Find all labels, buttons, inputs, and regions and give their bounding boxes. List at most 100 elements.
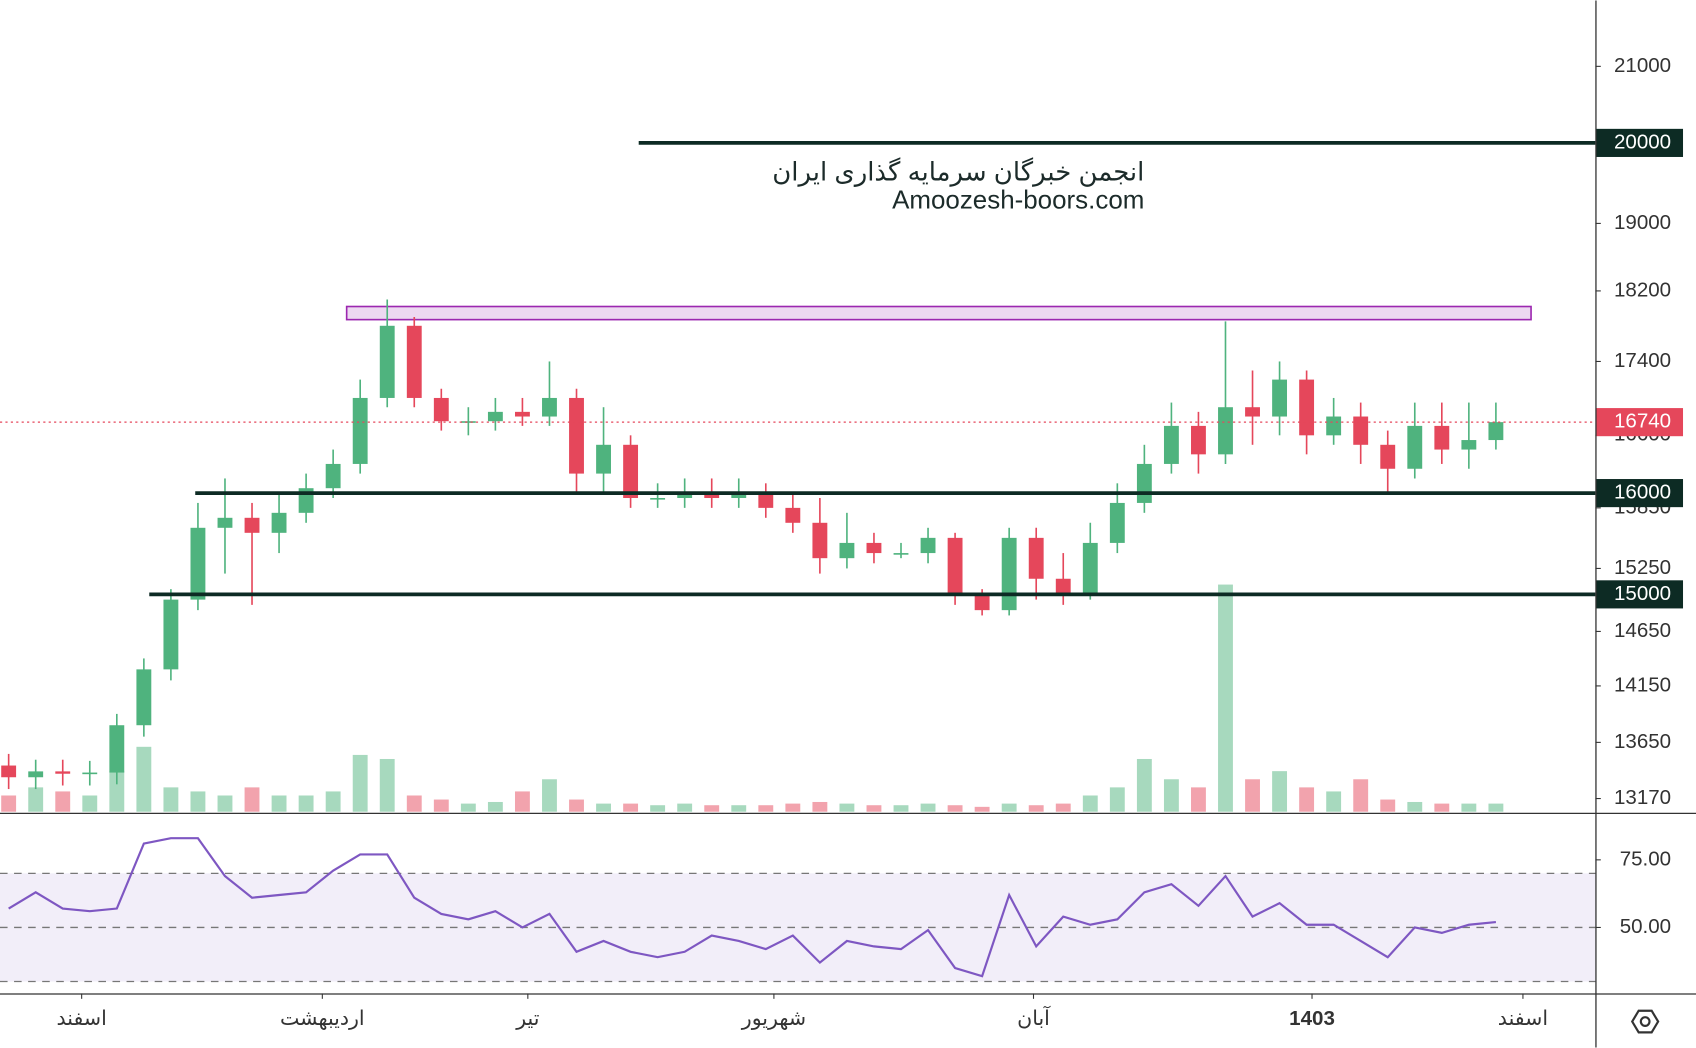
candle-body bbox=[785, 507, 801, 523]
back-layer bbox=[0, 305, 1596, 999]
candle-body bbox=[271, 512, 287, 533]
level-label: 16000 bbox=[1614, 481, 1671, 504]
volume-bar bbox=[1434, 803, 1450, 812]
candle-body bbox=[947, 537, 963, 595]
candle-body bbox=[1245, 407, 1260, 417]
volume-bar bbox=[487, 801, 503, 812]
last-price-label: 16740 bbox=[1614, 410, 1671, 433]
candle-body bbox=[379, 325, 395, 398]
candle-body bbox=[812, 522, 828, 559]
volume-bar bbox=[1163, 779, 1179, 812]
x-tick-label: اسفند bbox=[1498, 1007, 1548, 1030]
candle-body bbox=[839, 542, 855, 559]
rsi-tick-label: 50.00 bbox=[1620, 915, 1671, 938]
settings-icon[interactable] bbox=[1630, 1009, 1660, 1034]
volume-bar bbox=[514, 791, 530, 812]
volume-bar bbox=[1082, 795, 1098, 812]
resistance-zone bbox=[345, 305, 1532, 321]
volume-bar bbox=[460, 803, 476, 812]
candle-body bbox=[244, 517, 260, 533]
rsi-band bbox=[0, 873, 1596, 982]
volume-bar bbox=[812, 801, 828, 812]
candle-body bbox=[920, 537, 936, 554]
volume-bar bbox=[163, 787, 179, 812]
volume-bar bbox=[325, 791, 341, 812]
volume-bar bbox=[1109, 787, 1125, 812]
volume-bar bbox=[1488, 803, 1504, 812]
volume-bar bbox=[704, 805, 720, 812]
candle-body bbox=[1109, 502, 1125, 543]
candle-body bbox=[1001, 537, 1017, 611]
candle-body bbox=[82, 772, 98, 775]
level-badge bbox=[1596, 580, 1684, 609]
volume-bar bbox=[1245, 779, 1260, 812]
hexagon-dot bbox=[1639, 1016, 1651, 1027]
candle-body bbox=[136, 669, 152, 726]
level-badge bbox=[1596, 128, 1684, 157]
watermark-url: Amoozesh-boors.com bbox=[892, 187, 1144, 215]
volume-bar bbox=[1380, 799, 1396, 812]
volume-bar bbox=[271, 795, 287, 812]
candle-body bbox=[1299, 379, 1315, 436]
candle-body bbox=[704, 493, 720, 499]
candle-body bbox=[28, 771, 44, 778]
volume-bar bbox=[379, 758, 395, 812]
y-tick-label: 14150 bbox=[1614, 673, 1671, 696]
volume-bar bbox=[623, 803, 639, 812]
volume-bar bbox=[920, 803, 936, 812]
last-price-badge bbox=[1596, 408, 1684, 437]
candle-body bbox=[650, 498, 666, 500]
candle-body bbox=[1136, 463, 1152, 503]
volume-bar bbox=[731, 805, 747, 812]
y-tick-label: 14650 bbox=[1614, 619, 1671, 642]
volume-bar bbox=[217, 795, 233, 812]
y-tick-label: 19000 bbox=[1614, 211, 1671, 234]
volume-bar bbox=[1218, 584, 1233, 812]
volume-bar bbox=[1272, 771, 1288, 812]
volume-bar bbox=[55, 791, 71, 812]
candle-body bbox=[866, 542, 882, 554]
rsi-line bbox=[8, 837, 1497, 978]
volume-bar bbox=[352, 754, 368, 812]
volume-bar bbox=[650, 805, 666, 812]
candle-body bbox=[433, 397, 449, 422]
candle-body bbox=[1434, 425, 1450, 450]
volume-bar bbox=[109, 771, 125, 812]
candle-body bbox=[731, 493, 747, 499]
candle-body bbox=[596, 444, 611, 474]
volume-bar bbox=[1028, 805, 1044, 812]
marks-layer bbox=[1, 299, 1504, 978]
candle-body bbox=[1380, 444, 1396, 469]
volume-bar bbox=[82, 795, 98, 812]
candle-body bbox=[1461, 440, 1477, 450]
watermark-title: انجمن خبرگان سرمایه گذاری ایران bbox=[772, 156, 1144, 187]
volume-bar bbox=[1136, 758, 1152, 812]
rsi-tick-label: 75.00 bbox=[1620, 847, 1671, 870]
volume-bar bbox=[1001, 803, 1017, 812]
volume-bar bbox=[1191, 787, 1206, 812]
candle-body bbox=[460, 421, 476, 423]
candle-body bbox=[1218, 407, 1233, 455]
front-layer: انجمن خبرگان سرمایه گذاری ایران Amoozesh… bbox=[0, 54, 1684, 1030]
volume-bar bbox=[569, 799, 584, 812]
candle-body bbox=[1407, 425, 1423, 469]
volume-bar bbox=[893, 805, 909, 812]
volume-bar bbox=[839, 803, 855, 812]
y-tick-label: 15250 bbox=[1614, 556, 1671, 579]
hexagon bbox=[1630, 1009, 1660, 1034]
candle-body bbox=[406, 325, 422, 398]
candle-body bbox=[1488, 422, 1504, 441]
candle-body bbox=[1272, 379, 1288, 417]
volume-bar bbox=[1407, 801, 1423, 812]
volume-bar bbox=[298, 795, 314, 812]
y-tick-label: 21000 bbox=[1614, 54, 1671, 77]
x-tick-label: شهریور bbox=[741, 1007, 806, 1030]
volume-bar bbox=[677, 803, 693, 812]
candle-body bbox=[352, 397, 368, 464]
x-tick-label: آبان bbox=[1017, 1005, 1051, 1030]
y-tick-label: 18200 bbox=[1614, 278, 1671, 301]
candle-body bbox=[893, 553, 909, 555]
candle-body bbox=[1353, 416, 1369, 445]
